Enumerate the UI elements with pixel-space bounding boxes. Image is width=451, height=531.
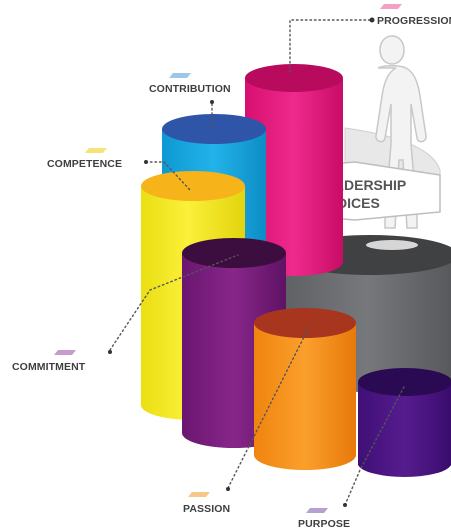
labels: PROGRESSION CONTRIBUTION COMPETENCE COMM… (12, 15, 451, 530)
label-purpose: PURPOSE (298, 518, 350, 530)
leader-progression (289, 19, 371, 76)
label-commitment: COMMITMENT (12, 361, 86, 373)
color-tag-icon (169, 73, 191, 78)
leader-purpose (344, 384, 406, 506)
label-tags (54, 4, 402, 513)
leader-lines (108, 17, 406, 507)
cylinder-purpose (358, 368, 451, 477)
color-tag-icon (54, 350, 76, 355)
leader-competence (145, 161, 191, 191)
color-tag-icon (380, 4, 402, 9)
color-tag-icon (306, 508, 328, 513)
leader-commitment (109, 254, 239, 351)
color-tag-icon (188, 492, 210, 497)
color-tag-icon (85, 148, 107, 153)
label-passion: PASSION (183, 503, 230, 515)
leader-passion (227, 324, 311, 489)
label-competence: COMPETENCE (47, 158, 122, 170)
label-progression: PROGRESSION (377, 15, 451, 27)
cylinder-passion (254, 308, 356, 470)
label-contribution: CONTRIBUTION (149, 83, 231, 95)
cylinder-progression (245, 64, 343, 276)
